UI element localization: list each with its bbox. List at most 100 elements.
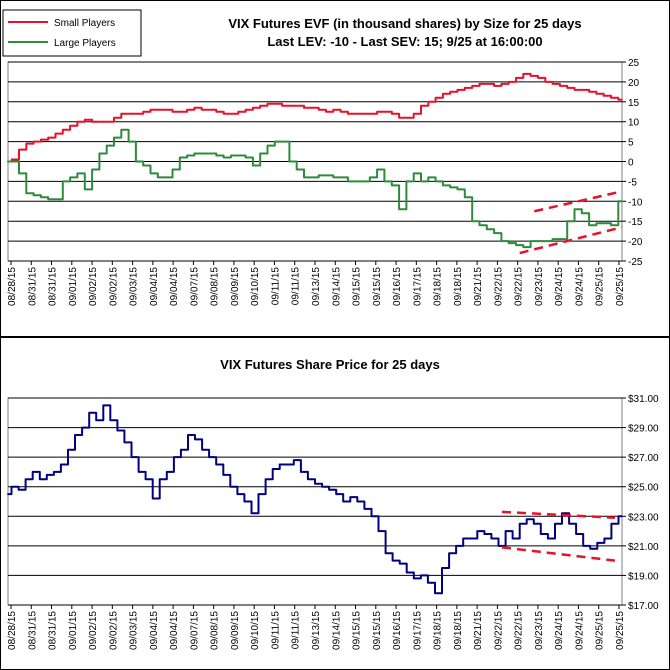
x-tick-label: 09/25/15 xyxy=(615,267,626,306)
data-point xyxy=(606,94,609,97)
data-point xyxy=(557,522,560,525)
data-point xyxy=(536,522,539,525)
data-point xyxy=(372,112,375,115)
data-point xyxy=(445,184,448,187)
x-tick-label: 08/31/15 xyxy=(48,267,59,306)
data-point xyxy=(42,478,45,481)
data-point xyxy=(367,507,369,510)
data-point xyxy=(324,485,327,488)
data-point xyxy=(584,212,587,215)
data-point xyxy=(543,533,546,535)
data-point xyxy=(365,180,368,183)
x-tick-label: 09/24/15 xyxy=(554,267,565,306)
data-point xyxy=(526,73,528,75)
data-point xyxy=(548,240,550,243)
data-point xyxy=(84,426,87,429)
data-point xyxy=(338,493,341,496)
data-point xyxy=(321,108,324,111)
data-point xyxy=(533,75,536,77)
y-tick-label: $29.00 xyxy=(628,424,659,435)
data-point xyxy=(438,180,441,183)
data-point xyxy=(255,106,258,109)
data-point xyxy=(352,496,355,498)
data-point xyxy=(591,224,594,227)
data-point xyxy=(409,180,411,183)
x-tick-label: 09/15/15 xyxy=(352,611,363,650)
data-point xyxy=(423,574,426,577)
data-point xyxy=(614,522,616,525)
y-tick-label: -25 xyxy=(628,257,643,268)
data-point xyxy=(584,88,587,91)
x-tick-label: 09/13/15 xyxy=(311,611,322,650)
data-point xyxy=(233,112,236,115)
data-point xyxy=(145,110,148,113)
data-point xyxy=(374,515,376,518)
data-point xyxy=(336,108,338,111)
data-point xyxy=(155,497,158,500)
data-point xyxy=(365,112,368,115)
x-tick-label: 09/09/15 xyxy=(230,611,241,650)
chart-title: VIX Futures Share Price for 25 days xyxy=(220,357,440,372)
data-point xyxy=(116,116,119,119)
y-tick-label: -15 xyxy=(628,217,643,228)
data-point xyxy=(518,77,521,79)
data-point xyxy=(479,530,482,532)
legend-box xyxy=(2,9,142,57)
data-point xyxy=(460,188,463,191)
data-point xyxy=(511,242,514,244)
data-point xyxy=(540,77,543,79)
data-point xyxy=(409,571,412,574)
x-tick-label: 09/22/15 xyxy=(493,611,504,650)
x-tick-label: 08/28/15 xyxy=(7,611,18,650)
data-point xyxy=(72,124,75,127)
data-point xyxy=(458,544,461,547)
x-tick-label: 09/24/15 xyxy=(554,611,565,650)
data-point xyxy=(571,522,574,525)
data-point xyxy=(328,110,331,113)
data-point xyxy=(518,244,521,246)
x-tick-label: 09/18/15 xyxy=(453,611,464,650)
data-point xyxy=(65,180,68,183)
data-point xyxy=(131,112,134,115)
data-point xyxy=(105,404,108,407)
chart-subtitle: Last LEV: -10 - Last SEV: 15; 9/25 at 16… xyxy=(267,34,542,49)
evf-chart-panel: -25 -20 -15 -10 -5 0 5 10 15 20 25 08/28/15 08/31/15… xyxy=(0,0,670,337)
data-point xyxy=(569,86,572,89)
data-point xyxy=(299,168,302,171)
data-point xyxy=(388,552,391,555)
data-point xyxy=(218,463,221,466)
data-point xyxy=(613,224,616,227)
data-point xyxy=(282,463,285,466)
x-tick-label: 09/22/15 xyxy=(493,267,504,306)
data-point xyxy=(465,537,468,540)
x-tick-label: 09/11/15 xyxy=(291,267,302,306)
data-point xyxy=(548,81,550,83)
data-point xyxy=(233,154,236,157)
y-tick-label: 0 xyxy=(628,158,634,169)
data-point xyxy=(613,96,616,99)
data-point xyxy=(127,441,129,444)
data-point xyxy=(489,228,492,231)
data-point xyxy=(395,559,398,562)
y-tick-label: 5 xyxy=(628,138,634,149)
data-point xyxy=(562,238,565,241)
x-tick-label: 09/02/15 xyxy=(108,611,119,650)
trend-line-annotation xyxy=(501,546,616,562)
data-point xyxy=(555,82,558,85)
data-point xyxy=(577,208,580,211)
data-point xyxy=(65,128,68,131)
x-tick-label: 09/04/15 xyxy=(149,267,160,306)
x-tick-label: 09/04/15 xyxy=(149,611,160,650)
data-point xyxy=(526,246,528,248)
data-point xyxy=(328,174,331,177)
data-point xyxy=(438,96,441,99)
data-point xyxy=(28,478,31,481)
data-point xyxy=(394,112,397,115)
x-tick-label: 09/02/15 xyxy=(88,611,99,650)
data-point xyxy=(564,512,567,515)
data-point xyxy=(153,172,156,175)
data-point xyxy=(350,112,353,115)
data-point xyxy=(394,184,397,187)
data-point xyxy=(35,471,38,473)
data-point xyxy=(124,128,126,131)
